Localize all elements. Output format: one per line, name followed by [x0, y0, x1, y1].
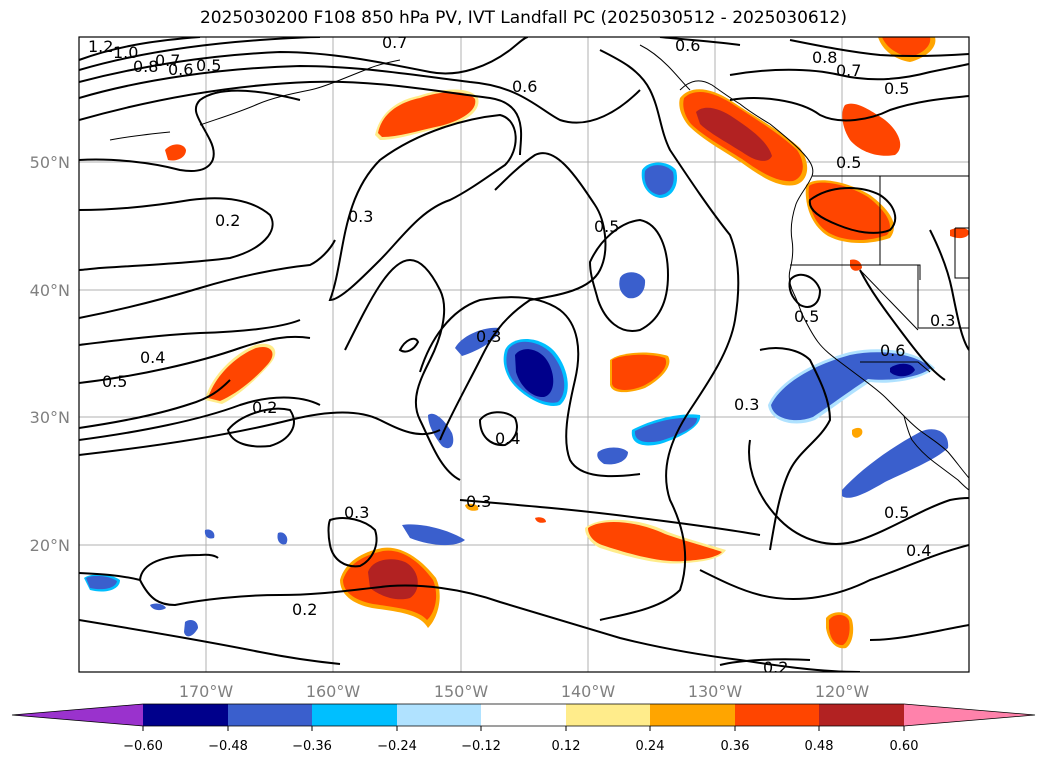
colorbar-segment: [312, 704, 397, 726]
contour-label: 0.3: [930, 311, 955, 330]
contour-label: 0.2: [763, 658, 788, 677]
colorbar-label: −0.12: [461, 739, 501, 754]
map-frame: [78, 36, 970, 673]
contour-label: 0.5: [196, 56, 221, 75]
lon-tick-label: 120°W: [815, 682, 870, 701]
pv-contour-lines: [79, 37, 969, 672]
colorbar-segment: [481, 704, 566, 726]
contour-label: 0.5: [884, 503, 909, 522]
colorbar-label: −0.24: [377, 739, 417, 754]
colorbar-extend-min: [12, 704, 143, 726]
contour-label: 0.3: [348, 207, 373, 226]
lon-tick-label: 170°W: [179, 682, 234, 701]
contour-label: 0.3: [734, 395, 759, 414]
contour-label: 0.4: [495, 429, 520, 448]
contour-label: 0.5: [836, 153, 861, 172]
contour-label: 0.7: [382, 33, 407, 52]
colorbar-segment: [397, 704, 481, 726]
coastlines: [109, 44, 969, 491]
colorbar-segment: [650, 704, 735, 726]
lat-tick-label: 30°N: [30, 408, 70, 427]
contour-label: 0.8: [812, 48, 837, 67]
lon-tick-label: 160°W: [306, 682, 361, 701]
colorbar-label: −0.60: [123, 739, 163, 754]
lon-tick-label: 130°W: [688, 682, 743, 701]
contour-label: 0.7: [155, 51, 180, 70]
lat-tick-label: 50°N: [30, 153, 70, 172]
colorbar-segment: [735, 704, 819, 726]
colorbar-segment: [228, 704, 312, 726]
positive-anomaly-regions: [165, 37, 969, 649]
colorbar: −0.60 −0.48 −0.36 −0.24 −0.12 0.12 0.24 …: [11, 703, 1036, 754]
contour-label: 0.4: [140, 348, 165, 367]
contour-label: 0.6: [880, 341, 905, 360]
colorbar-label: 0.12: [552, 739, 581, 754]
contour-label: 0.3: [466, 492, 491, 511]
contour-labels: 1.2 1.0 0.8 0.7 0.6 0.5 0.7 0.6 0.6 0.8 …: [88, 33, 955, 677]
colorbar-label: 0.60: [890, 739, 919, 754]
state-borders: [790, 175, 969, 373]
colorbar-label: −0.48: [208, 739, 248, 754]
contour-label: 0.3: [476, 327, 501, 346]
negative-anomaly-regions: [84, 162, 949, 637]
map-title: 2025030200 F108 850 hPa PV, IVT Landfall…: [199, 8, 847, 28]
latitude-axis: 50°N 40°N 30°N 20°N: [30, 153, 70, 555]
colorbar-segment: [566, 704, 650, 726]
colorbar-segment: [819, 704, 904, 726]
colorbar-label: 0.24: [636, 739, 665, 754]
contour-label: 0.5: [884, 79, 909, 98]
contour-label: 1.0: [113, 43, 138, 62]
contour-label: 1.2: [88, 37, 113, 56]
contour-label: 0.5: [102, 372, 127, 391]
contour-label: 0.4: [906, 541, 931, 560]
colorbar-label: 0.36: [721, 739, 750, 754]
contour-label: 0.2: [215, 211, 240, 230]
colorbar-label: −0.36: [292, 739, 332, 754]
contour-label: 0.7: [836, 61, 861, 80]
lat-tick-label: 20°N: [30, 536, 70, 555]
colorbar-label: 0.48: [805, 739, 834, 754]
lon-tick-label: 140°W: [561, 682, 616, 701]
contour-label: 0.8: [133, 57, 158, 76]
lon-tick-label: 150°W: [434, 682, 489, 701]
contour-label: 0.3: [344, 503, 369, 522]
contour-label: 0.6: [675, 36, 700, 55]
contour-label: 0.6: [168, 60, 193, 79]
contour-label: 0.2: [292, 600, 317, 619]
contour-label: 0.5: [794, 307, 819, 326]
contour-label: 0.2: [252, 398, 277, 417]
contour-label: 0.6: [512, 77, 537, 96]
colorbar-extend-max: [904, 704, 1035, 726]
contour-label: 0.5: [594, 217, 619, 236]
lat-tick-label: 40°N: [30, 281, 70, 300]
colorbar-segment: [143, 704, 228, 726]
longitude-axis: 170°W 160°W 150°W 140°W 130°W 120°W: [179, 682, 870, 701]
